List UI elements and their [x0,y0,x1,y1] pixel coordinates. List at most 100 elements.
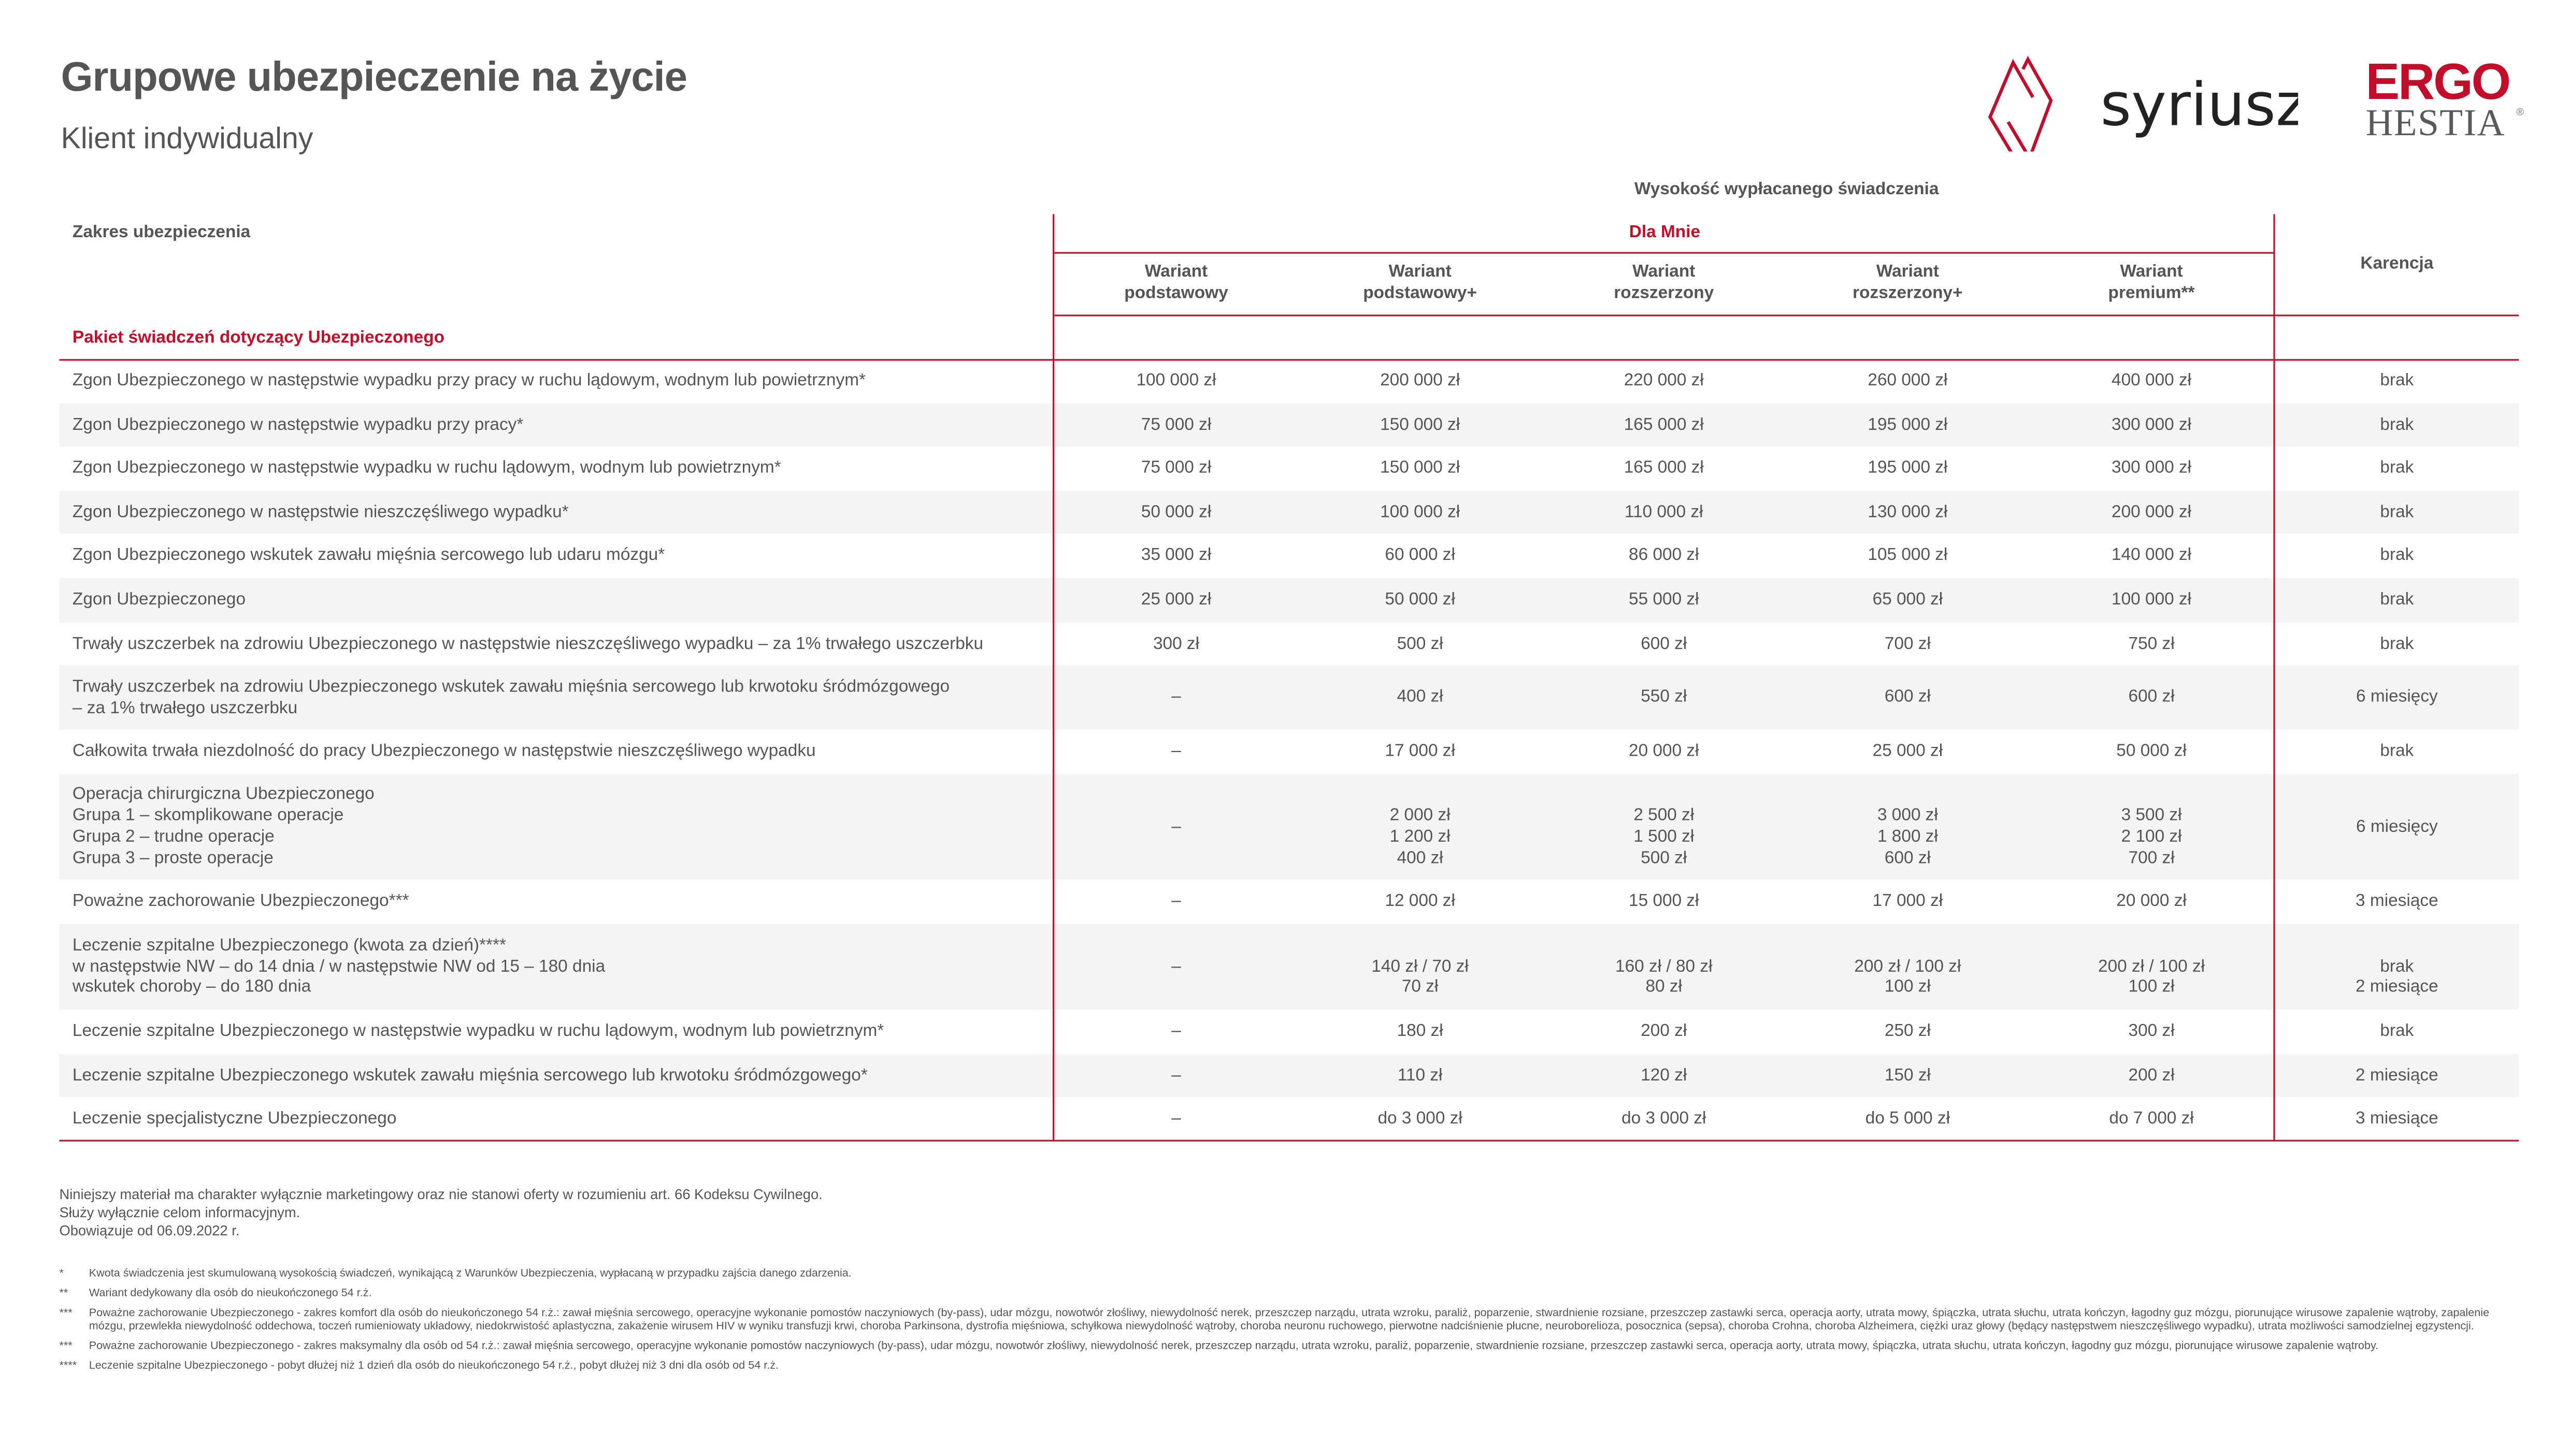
benefit-label: Zgon Ubezpieczonego w następstwie nieszc… [72,501,569,522]
benefit-label: Poważne zachorowanie Ubezpieczonego*** [72,891,409,911]
benefit-amount: 3 000 zł 1 800 zł 600 zł [1877,805,1938,868]
benefit-amount: – [1171,891,1181,911]
benefit-amount: 110 000 zł [1624,501,1703,522]
benefit-label: Leczenie szpitalne Ubezpieczonego w nast… [72,1021,884,1042]
variant-header: Wariant podstawowy+ [1363,262,1477,304]
divider [1054,314,2519,316]
table-row: Zgon Ubezpieczonego w następstwie wypadk… [59,359,2519,403]
benefit-amount: 12 000 zł [1385,891,1455,911]
waiting-period: brak 2 miesiące [2356,956,2438,998]
page-subtitle: Klient indywidualny [61,122,313,155]
benefit-label: Zgon Ubezpieczonego w następstwie wypadk… [72,370,866,391]
footnote-mark: **** [59,1360,77,1372]
benefit-amount: 180 zł [1397,1021,1443,1042]
group-header: Dla Mnie [1629,222,1701,242]
benefit-amount: 25 000 zł [1141,589,1212,610]
benefit-amount: 195 000 zł [1868,458,1948,478]
footnote-mark: * [59,1268,64,1280]
waiting-period: 6 miesięcy [2356,816,2438,837]
scope-header: Zakres ubezpieczenia [72,222,251,242]
benefit-amount: 300 000 zł [2112,414,2192,435]
benefit-amount: 75 000 zł [1141,458,1212,478]
benefit-amount: 140 000 zł [2112,545,2192,566]
page-title: Grupowe ubezpieczenie na życie [61,54,687,100]
benefit-amount: 600 zł [2128,687,2175,707]
variant-header: Wariant premium** [2108,262,2195,304]
footnote: *** Poważne zachorowanie Ubezpieczonego -… [59,1307,2522,1336]
benefit-amount: 130 000 zł [1868,501,1948,522]
benefit-amount: 550 zł [1641,687,1687,707]
benefit-label: Całkowita trwała niezdolność do pracy Ub… [72,741,816,761]
benefit-amount: 200 000 zł [2112,501,2192,522]
waiting-period: brak [2380,1021,2414,1042]
benefit-amount: do 5 000 zł [1865,1107,1950,1128]
variant-header: Wariant rozszerzony+ [1853,262,1963,304]
footnote-text: Poważne zachorowanie Ubezpieczonego - za… [89,1340,2379,1352]
benefit-amount: 500 zł [1397,633,1443,654]
table-row: Poważne zachorowanie Ubezpieczonego*** – 1… [59,880,2519,924]
waiting-period: 3 miesiące [2356,891,2438,911]
benefit-amount: 17 000 zł [1385,741,1455,761]
benefit-amount: 165 000 zł [1624,414,1704,435]
benefit-amount: 2 500 zł 1 500 zł 500 zł [1633,805,1695,868]
benefit-label: Zgon Ubezpieczonego w następstwie wypadk… [72,414,524,435]
benefit-amount: 300 zł [2128,1021,2175,1042]
benefit-label: Leczenie szpitalne Ubezpieczonego wskute… [72,1065,868,1085]
benefit-amount: 400 000 zł [2112,370,2192,391]
benefit-amount: 300 zł [1153,633,1200,654]
benefit-amount: do 7 000 zł [2109,1107,2194,1128]
benefit-amount: 75 000 zł [1141,414,1212,435]
benefit-amount: 150 000 zł [1380,458,1460,478]
benefit-amount: 200 000 zł [1380,370,1460,391]
divider [2273,214,2275,1142]
benefit-amount: 50 000 zł [1141,501,1212,522]
waiting-period: brak [2380,370,2414,391]
benefit-amount: 600 zł [1641,633,1687,654]
waiting-period: brak [2380,545,2414,566]
table-row: Zgon Ubezpieczonego w następstwie wypadk… [59,446,2519,491]
benefit-amount: 60 000 zł [1385,545,1455,566]
benefit-amount: 50 000 zł [1385,589,1455,610]
footnote: ** Wariant dedykowany dla osób do nieukoń… [59,1288,2522,1302]
benefit-amount: 200 zł [1641,1021,1687,1042]
waiting-period: brak [2380,501,2414,522]
benefit-amount: 20 000 zł [2116,891,2187,911]
waiting-period: brak [2380,741,2414,761]
section-title: Pakiet świadczeń dotyczący Ubezpieczoneg… [72,327,445,348]
waiting-period: 2 miesiące [2356,1065,2438,1085]
table-row: Całkowita trwała niezdolność do pracy Ub… [59,730,2519,774]
waiting-period: brak [2380,414,2414,435]
waiting-period: 6 miesięcy [2356,687,2438,707]
benefit-amount: – [1171,956,1181,976]
footnote-text: Poważne zachorowanie Ubezpieczonego - za… [89,1307,2490,1333]
table-row: Leczenie szpitalne Ubezpieczonego (kwota… [59,924,2519,1010]
benefit-label: Leczenie szpitalne Ubezpieczonego (kwota… [72,935,606,998]
benefit-label: Trwały uszczerbek na zdrowiu Ubezpieczon… [72,633,984,654]
divider [1053,214,1055,1142]
footnote: **** Leczenie szpitalne Ubezpieczonego - … [59,1360,2522,1374]
benefit-amount: do 3 000 zł [1377,1107,1462,1128]
table-row: Trwały uszczerbek na zdrowiu Ubezpieczon… [59,665,2519,730]
benefit-amount: 400 zł [1397,687,1443,707]
footnote-text: Wariant dedykowany dla osób do nieukończ… [89,1288,372,1300]
syriusz-logo: syriusz [1988,56,2298,152]
benefit-amount: 750 zł [2128,633,2175,654]
benefit-amount: 150 zł [1884,1065,1931,1085]
benefit-amount: 260 000 zł [1868,370,1948,391]
benefit-amount: 200 zł / 100 zł 100 zł [1854,956,1961,998]
benefit-amount: 86 000 zł [1629,545,1699,566]
benefit-amount: – [1171,687,1181,707]
benefit-amount: 150 000 zł [1380,414,1460,435]
waiting-period-header: Karencja [2360,253,2434,273]
benefit-amount-header: Wysokość wypłacanego świadczenia [1634,179,1939,199]
waiting-period: brak [2380,458,2414,478]
table-row: Zgon Ubezpieczonego wskutek zawału mięśn… [59,534,2519,578]
benefit-label: Zgon Ubezpieczonego wskutek zawału mięśn… [72,545,665,566]
benefit-amount: 700 zł [1884,633,1931,654]
footnote-mark: ** [59,1288,68,1300]
benefit-amount: – [1171,1021,1181,1042]
table-row: Leczenie szpitalne Ubezpieczonego wskute… [59,1054,2519,1097]
benefit-amount: 105 000 zł [1868,545,1948,566]
benefit-amount: 2 000 zł 1 200 zł 400 zł [1389,805,1451,868]
